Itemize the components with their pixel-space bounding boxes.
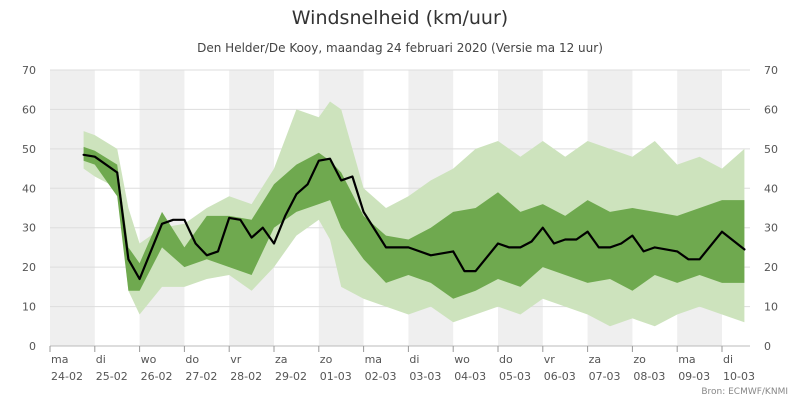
x-tick-date: 05-03 xyxy=(499,370,531,383)
y-tick-left: 10 xyxy=(22,301,36,314)
x-axis: ma 24-02 di 25-02 wo 26-02 do 27-02 vr 28-02 za 29-… xyxy=(49,345,755,383)
y-tick-left: 40 xyxy=(22,182,36,195)
y-tick-left: 60 xyxy=(22,103,36,116)
y-tick-right: 60 xyxy=(764,103,778,116)
x-tick-day: za xyxy=(275,353,288,366)
x-tick-day: vr xyxy=(544,353,556,366)
y-tick-right: 20 xyxy=(764,261,778,274)
y-tick-left: 70 xyxy=(22,64,36,77)
x-tick-date: 01-03 xyxy=(320,370,352,383)
y-tick-left: 30 xyxy=(22,222,36,235)
x-tick-day: di xyxy=(409,353,419,366)
x-tick-date: 27-02 xyxy=(185,370,217,383)
y-tick-right: 10 xyxy=(764,301,778,314)
x-tick-day: do xyxy=(185,353,199,366)
x-tick-day: zo xyxy=(320,353,333,366)
x-tick-day: ma xyxy=(51,353,68,366)
x-tick-day: do xyxy=(499,353,513,366)
x-tick-date: 28-02 xyxy=(230,370,262,383)
x-tick-date: 08-03 xyxy=(633,370,665,383)
x-tick-date: 25-02 xyxy=(96,370,128,383)
x-tick-date: 02-03 xyxy=(365,370,397,383)
x-tick-date: 26-02 xyxy=(141,370,173,383)
x-tick-day: vr xyxy=(230,353,242,366)
x-tick-day: wo xyxy=(454,353,470,366)
x-tick-date: 04-03 xyxy=(454,370,486,383)
median-line xyxy=(82,153,746,281)
x-tick-date: 24-02 xyxy=(51,370,83,383)
y-axis-right: 0 10 20 30 40 50 60 70 xyxy=(764,64,778,353)
bands xyxy=(83,101,745,327)
x-tick-date: 03-03 xyxy=(409,370,441,383)
x-tick-day: ma xyxy=(678,353,695,366)
y-tick-right: 70 xyxy=(764,64,778,77)
median-group xyxy=(82,153,746,281)
x-tick-day: wo xyxy=(141,353,157,366)
x-tick-day: di xyxy=(96,353,106,366)
y-tick-right: 50 xyxy=(764,143,778,156)
y-tick-right: 40 xyxy=(764,182,778,195)
x-tick-day: za xyxy=(589,353,602,366)
x-tick-day: zo xyxy=(633,353,646,366)
chart-source: Bron: ECMWF/KNMI xyxy=(701,387,788,397)
y-axis-left: 0 10 20 30 40 50 60 70 xyxy=(22,64,36,353)
y-tick-left: 50 xyxy=(22,143,36,156)
y-tick-right: 30 xyxy=(764,222,778,235)
y-tick-left: 0 xyxy=(29,340,36,353)
inner-band xyxy=(83,146,745,299)
day-shade xyxy=(50,70,95,346)
x-tick-day: di xyxy=(723,353,733,366)
x-tick-date: 09-03 xyxy=(678,370,710,383)
y-tick-right: 0 xyxy=(764,340,771,353)
chart-title: Windsnelheid (km/uur) xyxy=(292,7,508,29)
x-tick-date: 10-03 xyxy=(723,370,755,383)
y-tick-left: 20 xyxy=(22,261,36,274)
x-tick-date: 29-02 xyxy=(275,370,307,383)
chart-subtitle: Den Helder/De Kooy, maandag 24 februari … xyxy=(197,41,603,55)
x-tick-date: 07-03 xyxy=(589,370,621,383)
x-tick-day: ma xyxy=(365,353,382,366)
x-tick-date: 06-03 xyxy=(544,370,576,383)
